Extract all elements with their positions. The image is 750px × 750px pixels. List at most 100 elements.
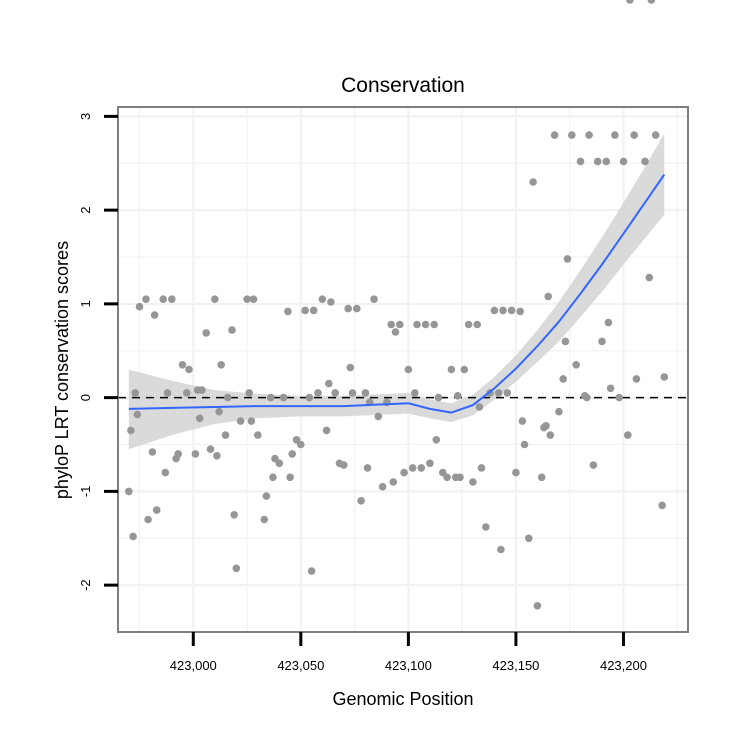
data-point [529,178,537,186]
confidence-ribbon [128,133,665,450]
data-point [447,365,456,374]
x-tick-label: 423,100 [385,658,432,673]
data-point [202,329,210,337]
data-point [525,534,533,543]
data-point [630,131,638,139]
data-point [135,302,144,311]
data-point [421,320,430,329]
data-point [125,487,133,496]
y-tick-label: 2 [78,207,93,214]
data-point [568,131,576,139]
plot-background [118,107,688,632]
data-point [305,393,314,402]
data-point [344,304,353,313]
data-point [228,326,236,334]
x-tick-label: 423,200 [600,658,647,673]
x-tick-label: 423,150 [492,658,539,673]
data-point [499,306,507,315]
data-point [191,450,200,458]
data-point [516,307,524,316]
data-points [125,0,669,610]
data-point [269,473,277,482]
data-point [503,389,512,397]
data-point [411,389,419,397]
x-axis-title: Genomic Position [332,689,473,709]
data-point [185,365,193,374]
plot-border [117,106,689,633]
data-point [555,407,563,416]
data-point [217,361,225,369]
data-point [211,295,219,304]
data-point [432,436,441,444]
data-point [243,295,251,304]
data-point [593,157,602,166]
data-point [473,320,482,329]
data-point [475,403,484,411]
data-point [357,497,365,505]
data-point [443,473,451,482]
data-point [647,0,656,4]
data-point [413,320,421,329]
data-point [142,295,150,304]
data-point [361,389,370,397]
data-point [353,304,361,313]
y-tick-label: 0 [78,394,93,401]
data-point [260,515,269,524]
data-point [651,131,660,139]
data-point [434,393,443,402]
data-point [327,298,335,306]
data-point [253,431,262,439]
data-point [559,375,567,383]
data-point [507,306,516,315]
data-point [286,473,294,482]
data-point [161,468,170,477]
data-point [561,337,570,346]
data-point [172,454,180,463]
data-point [213,452,221,460]
y-tick-label: -1 [78,486,93,498]
data-point [391,328,400,336]
data-point [512,468,520,477]
data-point [426,459,434,468]
data-point [163,389,172,397]
x-tick-label: 423,000 [170,658,217,673]
data-point [232,564,241,573]
data-point [236,417,245,425]
data-point [301,306,309,315]
data-point [589,461,598,469]
x-axis-ticks: 423,000 423,050 423,100 423,150 423,200 [170,632,647,673]
data-point [346,363,355,372]
data-point [262,492,271,500]
data-point [314,389,322,397]
data-point [249,295,258,304]
data-point [223,393,232,402]
data-point [520,440,529,449]
chart-title: Conservation [341,74,465,97]
data-point [464,320,473,329]
data-point [331,389,340,397]
data-point [408,464,417,472]
data-point [266,393,275,402]
data-point [572,361,580,369]
data-point [615,393,623,402]
confidence-band [128,133,665,450]
data-point [322,426,331,435]
data-point [183,389,191,397]
y-tick-label: 3 [78,113,93,120]
data-point [540,423,548,432]
data-point [482,523,490,531]
data-point [129,532,137,541]
y-tick-label: 1 [78,300,93,307]
data-point [340,461,348,469]
data-point [221,431,230,439]
data-point [417,464,426,472]
data-point [546,431,555,439]
data-point [307,567,316,575]
data-point [563,255,572,263]
data-point [148,448,157,456]
data-point [585,131,593,139]
data-point [178,361,187,369]
data-point [624,431,632,439]
data-point [576,157,585,166]
data-point [206,445,215,454]
